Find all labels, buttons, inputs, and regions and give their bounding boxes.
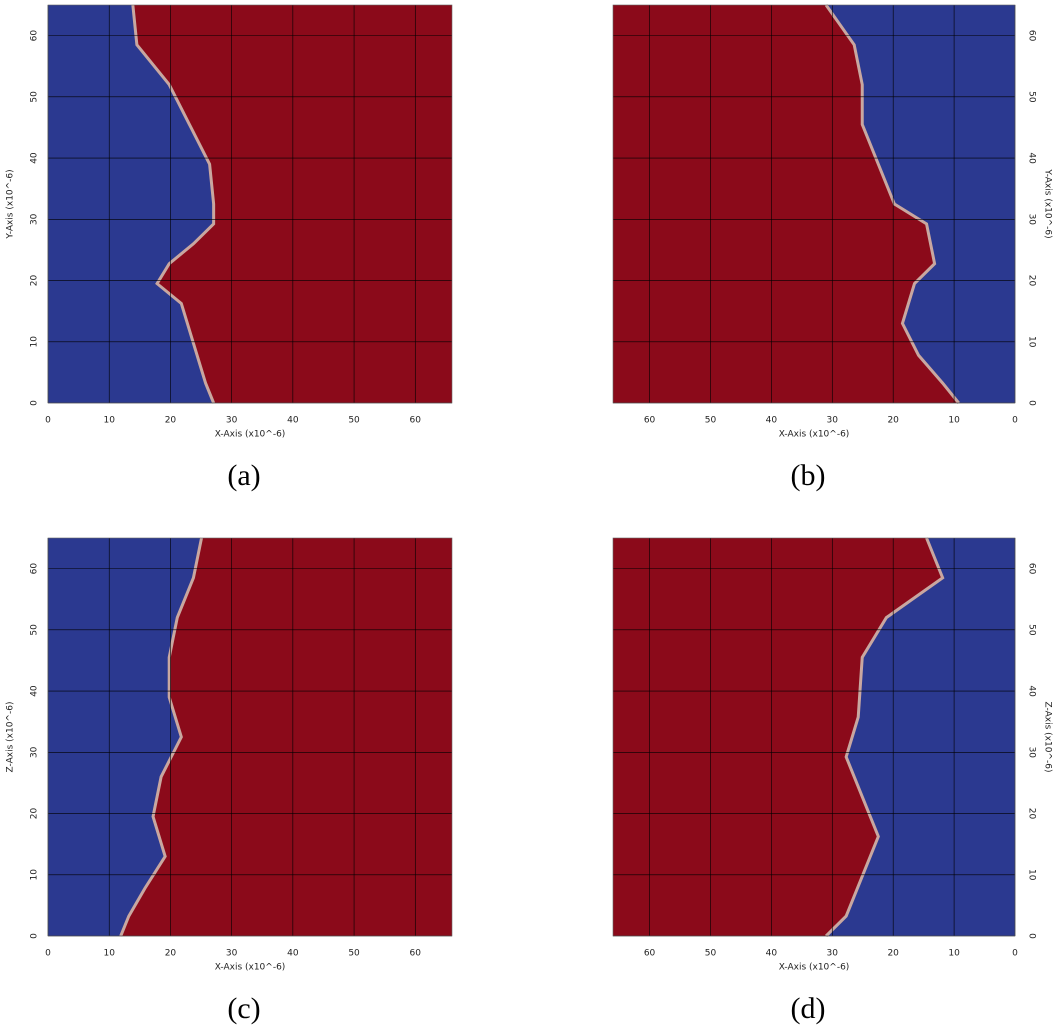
x-axis-label: X-Axis (x10^-6) [215,430,286,440]
x-tick-label: 30 [226,416,238,426]
y-tick-label: 10 [1027,336,1037,348]
y-tick-label: 30 [1027,747,1037,759]
x-axis-label: X-Axis (x10^-6) [215,963,286,973]
blue-region [48,538,202,936]
x-tick-label: 10 [103,949,115,959]
caption: (d) [791,992,826,1025]
y-axis-label: Z-Axis (x10^-6) [1043,702,1053,773]
x-tick-label: 50 [348,416,360,426]
x-tick-label: 20 [887,949,899,959]
y-tick-label: 0 [1027,933,1037,939]
y-tick-label: 50 [1027,624,1037,636]
y-tick-label: 0 [30,400,40,406]
y-tick-label: 40 [30,152,40,164]
x-tick-label: 50 [705,949,717,959]
y-tick-label: 40 [1027,685,1037,697]
blue-region [826,5,1015,403]
x-tick-label: 40 [766,416,778,426]
y-tick-label: 0 [30,933,40,939]
y-tick-label: 50 [30,91,40,103]
caption: (a) [227,459,260,492]
y-tick-label: 20 [1027,808,1037,820]
y-tick-label: 40 [1027,152,1037,164]
x-tick-label: 50 [348,949,360,959]
caption: (b) [791,459,826,492]
x-tick-label: 40 [287,949,299,959]
x-tick-label: 30 [827,949,839,959]
y-tick-label: 10 [1027,869,1037,881]
x-tick-label: 40 [287,416,299,426]
x-tick-label: 30 [827,416,839,426]
y-tick-label: 0 [1027,400,1037,406]
y-axis-label: Y-Axis (x10^-6) [1043,168,1053,238]
x-tick-label: 10 [948,949,960,959]
interface [825,537,945,938]
y-tick-label: 20 [30,275,40,287]
interface [131,4,216,404]
interface [119,537,203,937]
y-axis-label: Z-Axis (x10^-6) [6,702,16,773]
x-tick-label: 60 [644,416,656,426]
x-tick-label: 0 [45,416,51,426]
y-tick-label: 30 [1027,214,1037,226]
y-tick-label: 50 [30,624,40,636]
plot-frame [612,4,1016,404]
x-axis-label: X-Axis (x10^-6) [779,430,850,440]
x-tick-label: 10 [103,416,115,426]
x-tick-label: 0 [45,949,51,959]
y-axis-label: Y-Axis (x10^-6) [6,169,16,239]
x-tick-label: 0 [1012,416,1018,426]
x-tick-label: 20 [165,949,177,959]
x-tick-label: 60 [644,949,656,959]
y-tick-label: 20 [1027,275,1037,287]
y-tick-label: 60 [1027,563,1037,575]
x-tick-label: 60 [410,949,422,959]
x-tick-label: 10 [948,416,960,426]
y-tick-label: 60 [30,30,40,42]
y-tick-label: 60 [30,563,40,575]
y-tick-label: 30 [30,213,40,225]
x-tick-label: 60 [410,416,422,426]
x-tick-label: 40 [766,949,778,959]
plot-frame [47,4,453,404]
plot-frame [612,537,1016,937]
x-tick-label: 0 [1012,949,1018,959]
y-tick-label: 20 [30,808,40,820]
y-tick-label: 50 [1027,91,1037,103]
x-axis-label: X-Axis (x10^-6) [779,963,850,973]
y-tick-label: 30 [30,746,40,758]
x-tick-label: 50 [705,416,717,426]
caption: (c) [227,992,260,1025]
blue-region [48,5,214,403]
plot-frame [47,537,453,937]
x-tick-label: 30 [226,949,238,959]
y-tick-label: 10 [30,336,40,348]
y-tick-label: 40 [30,685,40,697]
x-tick-label: 20 [887,416,899,426]
blue-region [826,538,1015,936]
interface [824,4,960,404]
y-tick-label: 10 [30,869,40,881]
y-tick-label: 60 [1027,30,1037,42]
x-tick-label: 20 [165,416,177,426]
